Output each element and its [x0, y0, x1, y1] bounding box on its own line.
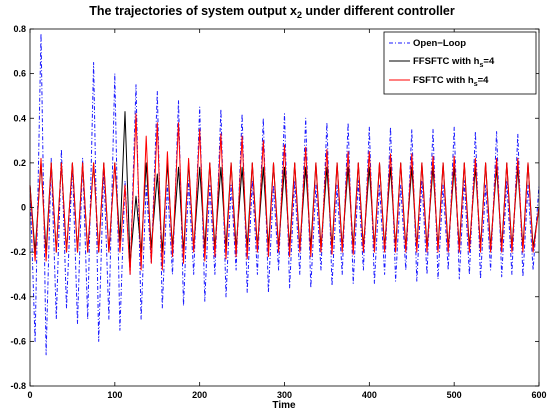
title-tail: under different controller: [302, 4, 455, 18]
y-tick-label: 0.4: [13, 113, 26, 123]
x-axis-label: Time: [272, 400, 296, 411]
legend-label-ffsftc-subscript: s: [480, 62, 484, 69]
x-tick-label: 400: [362, 390, 377, 400]
x-tick-label: 200: [192, 390, 207, 400]
title-main: The trajectories of system output x: [89, 4, 297, 18]
series-line-fsftc: [29, 113, 540, 275]
legend-label-ffsftc-main: FFSFTC with h: [413, 56, 480, 67]
title-subscript: 2: [297, 10, 302, 20]
series-line-open-loop: [29, 33, 540, 356]
legend-label-open-loop-text: Open−Loop: [413, 38, 466, 49]
legend-label-fsftc-tail: =4: [478, 75, 490, 86]
y-tick-label: 0.6: [13, 69, 26, 79]
legend-label-ffsftc: FFSFTC with hs=4: [413, 56, 495, 69]
ticks-layer: 0 100 200 300 400 500 600 -0.8 -0.6 -0.4 -0.2 0 0.2 0…: [10, 24, 546, 400]
legend-label-fsftc-subscript: s: [474, 81, 478, 88]
y-tick-label: -0.4: [10, 292, 26, 302]
series-layer: [29, 33, 540, 356]
y-tick-label: -0.2: [10, 247, 26, 257]
legend-label-open-loop: Open−Loop: [413, 38, 466, 49]
legend-label-fsftc: FSFTC with hs=4: [413, 75, 489, 88]
legend: Open−Loop FFSFTC with hs=4 FSFTC with hs…: [383, 31, 537, 95]
y-tick-label: -0.6: [10, 336, 26, 346]
x-tick-label: 500: [447, 390, 462, 400]
y-tick-label: 0: [21, 203, 26, 213]
legend-box: [383, 31, 537, 95]
y-tick-label: 0.8: [13, 24, 26, 34]
legend-label-fsftc-main: FSFTC with h: [413, 75, 474, 86]
chart-title: The trajectories of system output x2 und…: [89, 4, 455, 20]
y-tick-label: 0.2: [13, 158, 26, 168]
x-tick-label: 300: [277, 390, 292, 400]
x-tick-label: 600: [531, 390, 546, 400]
legend-label-ffsftc-tail: =4: [483, 56, 495, 67]
x-tick-label: 100: [107, 390, 122, 400]
x-tick-label: 0: [27, 390, 32, 400]
y-tick-label: -0.8: [10, 381, 26, 391]
